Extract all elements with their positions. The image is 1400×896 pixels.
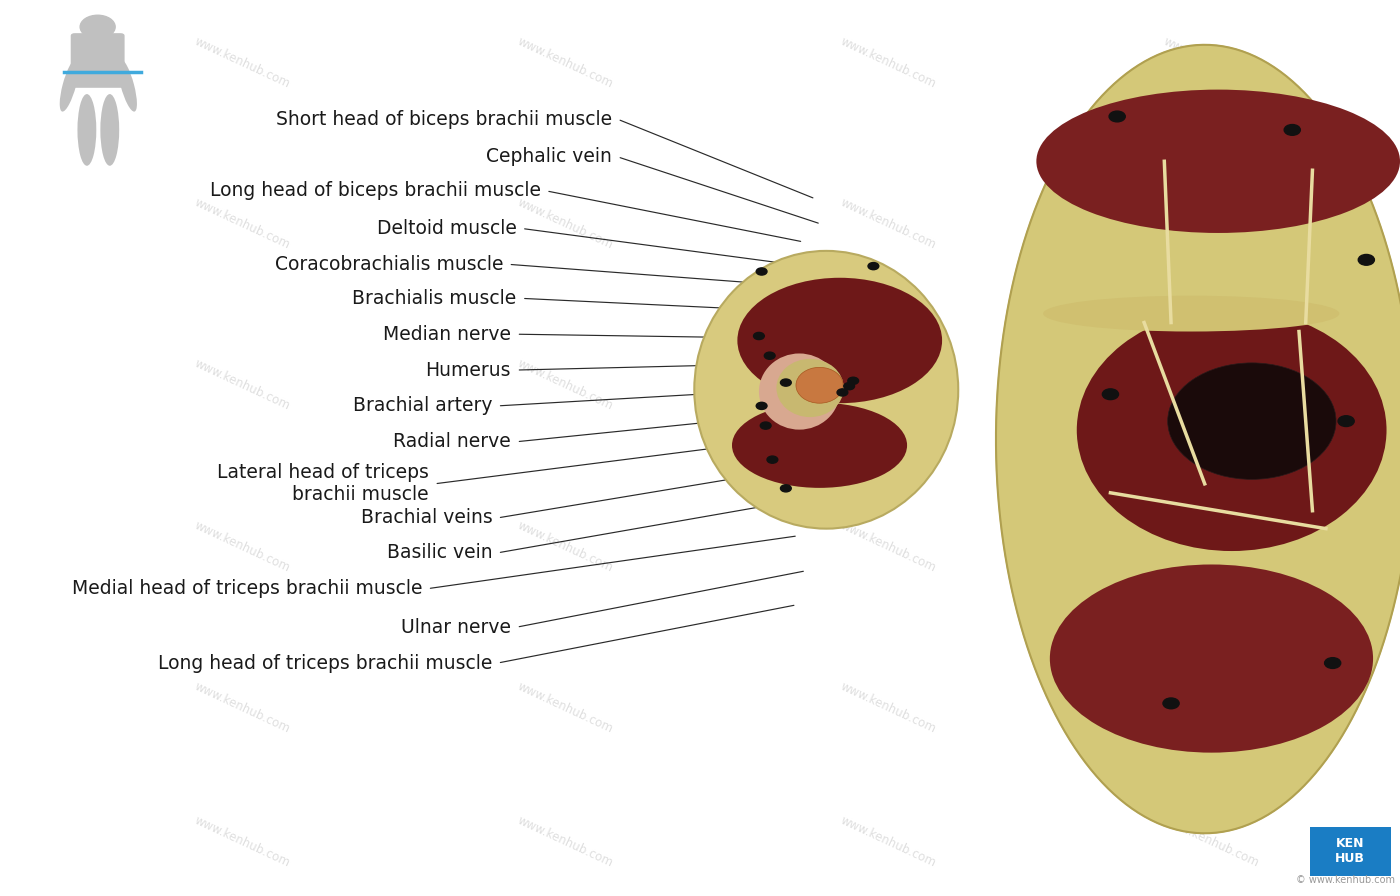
- Text: www.kenhub.com: www.kenhub.com: [192, 358, 291, 413]
- Text: Medial head of triceps brachii muscle: Medial head of triceps brachii muscle: [71, 579, 423, 599]
- FancyBboxPatch shape: [1310, 827, 1390, 876]
- Circle shape: [756, 268, 767, 275]
- Circle shape: [1358, 254, 1375, 265]
- Ellipse shape: [77, 94, 97, 166]
- Text: www.kenhub.com: www.kenhub.com: [1162, 196, 1261, 252]
- Ellipse shape: [1043, 296, 1340, 332]
- Ellipse shape: [60, 58, 78, 112]
- Text: www.kenhub.com: www.kenhub.com: [192, 519, 291, 574]
- Text: Deltoid muscle: Deltoid muscle: [377, 219, 517, 238]
- Text: www.kenhub.com: www.kenhub.com: [515, 519, 615, 574]
- Ellipse shape: [1077, 309, 1386, 551]
- Ellipse shape: [738, 278, 942, 403]
- Text: Short head of biceps brachii muscle: Short head of biceps brachii muscle: [276, 109, 612, 129]
- Text: www.kenhub.com: www.kenhub.com: [839, 196, 938, 252]
- Text: Lateral head of triceps
brachii muscle: Lateral head of triceps brachii muscle: [217, 463, 428, 504]
- Ellipse shape: [694, 251, 958, 529]
- Circle shape: [1102, 389, 1119, 400]
- Text: www.kenhub.com: www.kenhub.com: [515, 358, 615, 413]
- Circle shape: [1284, 125, 1301, 135]
- Circle shape: [780, 379, 791, 386]
- Text: © www.kenhub.com: © www.kenhub.com: [1295, 875, 1394, 885]
- Text: www.kenhub.com: www.kenhub.com: [839, 680, 938, 736]
- Circle shape: [1109, 111, 1126, 122]
- Text: Ulnar nerve: Ulnar nerve: [402, 617, 511, 637]
- Text: Brachial artery: Brachial artery: [353, 396, 493, 416]
- Circle shape: [1338, 416, 1354, 426]
- Circle shape: [844, 383, 854, 390]
- Circle shape: [80, 15, 115, 39]
- Ellipse shape: [1168, 363, 1336, 479]
- Text: www.kenhub.com: www.kenhub.com: [839, 35, 938, 90]
- Text: Brachial veins: Brachial veins: [361, 508, 493, 528]
- Circle shape: [1163, 698, 1179, 709]
- Text: www.kenhub.com: www.kenhub.com: [192, 814, 291, 870]
- Text: www.kenhub.com: www.kenhub.com: [839, 814, 938, 870]
- Circle shape: [868, 263, 879, 270]
- Circle shape: [760, 422, 771, 429]
- Circle shape: [780, 485, 791, 492]
- Text: www.kenhub.com: www.kenhub.com: [192, 196, 291, 252]
- Circle shape: [1324, 658, 1341, 668]
- Text: Cephalic vein: Cephalic vein: [486, 147, 612, 167]
- Polygon shape: [995, 45, 1400, 833]
- Circle shape: [767, 456, 778, 463]
- Text: Long head of biceps brachii muscle: Long head of biceps brachii muscle: [210, 181, 540, 201]
- Text: Brachialis muscle: Brachialis muscle: [353, 289, 517, 308]
- Text: www.kenhub.com: www.kenhub.com: [839, 519, 938, 574]
- Circle shape: [753, 332, 764, 340]
- Text: Basilic vein: Basilic vein: [386, 543, 493, 563]
- Circle shape: [848, 377, 858, 384]
- Text: www.kenhub.com: www.kenhub.com: [1162, 680, 1261, 736]
- Text: www.kenhub.com: www.kenhub.com: [839, 358, 938, 413]
- Text: www.kenhub.com: www.kenhub.com: [1162, 519, 1261, 574]
- Text: www.kenhub.com: www.kenhub.com: [192, 680, 291, 736]
- Circle shape: [837, 389, 848, 396]
- Circle shape: [764, 352, 776, 359]
- Ellipse shape: [1036, 90, 1400, 233]
- Text: www.kenhub.com: www.kenhub.com: [515, 196, 615, 252]
- Text: www.kenhub.com: www.kenhub.com: [1162, 35, 1261, 90]
- Text: Humerus: Humerus: [426, 360, 511, 380]
- Ellipse shape: [777, 359, 844, 418]
- Text: Long head of triceps brachii muscle: Long head of triceps brachii muscle: [158, 653, 493, 673]
- Text: www.kenhub.com: www.kenhub.com: [1162, 358, 1261, 413]
- Ellipse shape: [759, 353, 840, 430]
- Text: Coracobrachialis muscle: Coracobrachialis muscle: [274, 254, 503, 274]
- Circle shape: [756, 402, 767, 409]
- Text: www.kenhub.com: www.kenhub.com: [515, 35, 615, 90]
- Ellipse shape: [101, 94, 119, 166]
- Text: Median nerve: Median nerve: [384, 324, 511, 344]
- Ellipse shape: [118, 58, 137, 112]
- FancyBboxPatch shape: [71, 33, 125, 88]
- Text: KEN
HUB: KEN HUB: [1336, 837, 1365, 866]
- Text: www.kenhub.com: www.kenhub.com: [515, 680, 615, 736]
- Text: www.kenhub.com: www.kenhub.com: [1162, 814, 1261, 870]
- Text: www.kenhub.com: www.kenhub.com: [192, 35, 291, 90]
- Text: Radial nerve: Radial nerve: [393, 432, 511, 452]
- Ellipse shape: [797, 367, 843, 403]
- Ellipse shape: [732, 403, 907, 488]
- Ellipse shape: [1050, 564, 1373, 753]
- Text: www.kenhub.com: www.kenhub.com: [515, 814, 615, 870]
